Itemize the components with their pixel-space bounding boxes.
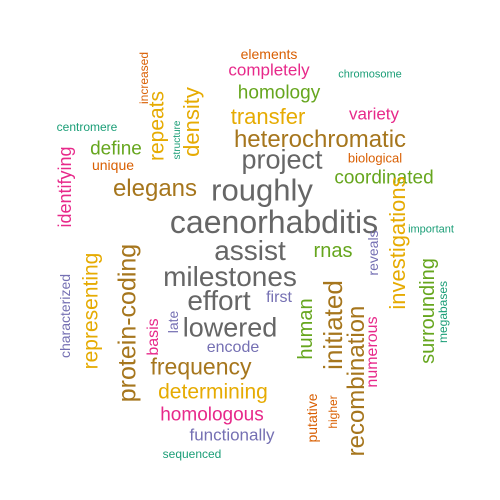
word-milestones: milestones: [163, 261, 297, 292]
word-basis: basis: [145, 318, 162, 356]
word-functionally: functionally: [189, 425, 275, 445]
word-rnas: rnas: [313, 240, 353, 262]
word-recombination: recombination: [343, 305, 370, 457]
word-unique: unique: [91, 157, 135, 173]
word-completely: completely: [228, 60, 310, 80]
word-project: project: [241, 144, 323, 175]
word-biological: biological: [347, 150, 403, 166]
word-megabases: megabases: [436, 280, 450, 344]
word-variety: variety: [348, 104, 400, 124]
word-determining: determining: [158, 380, 268, 404]
word-chromosome: chromosome: [338, 68, 402, 81]
word-encode: encode: [206, 339, 260, 356]
word-investigations: investigations: [385, 176, 410, 310]
word-density: density: [179, 87, 204, 157]
word-higher: higher: [326, 395, 340, 429]
word-define: define: [90, 138, 142, 160]
word-surrounding: surrounding: [417, 258, 439, 364]
word-heterochromatic: heterochromatic: [233, 126, 407, 153]
word-effort: effort: [187, 285, 251, 316]
word-late: late: [165, 310, 181, 334]
word-putative: putative: [304, 393, 320, 443]
word-caenorhabditis: caenorhabditis: [169, 204, 379, 240]
word-identifying: identifying: [55, 146, 75, 228]
word-protein-coding: protein-coding: [113, 243, 142, 403]
word-reveals: reveals: [365, 230, 381, 276]
word-homologous: homologous: [160, 404, 264, 426]
word-sequenced: sequenced: [162, 447, 222, 461]
word-elements: elements: [240, 46, 298, 62]
word-important: important: [408, 223, 454, 236]
word-structure: structure: [172, 120, 183, 160]
word-repeats: repeats: [145, 90, 169, 162]
word-human: human: [295, 298, 317, 360]
word-roughly: roughly: [211, 172, 313, 208]
word-assist: assist: [214, 235, 286, 266]
word-centromere: centromere: [56, 120, 118, 134]
word-characterized: characterized: [57, 273, 73, 359]
word-coordinated: coordinated: [334, 167, 434, 189]
word-representing: representing: [79, 252, 103, 370]
word-elegans: elegans: [112, 175, 198, 202]
word-transfer: transfer: [230, 104, 306, 129]
word-frequency: frequency: [150, 353, 252, 380]
word-lowered: lowered: [182, 312, 278, 343]
word-homology: homology: [237, 82, 321, 104]
word-first: first: [266, 289, 292, 306]
